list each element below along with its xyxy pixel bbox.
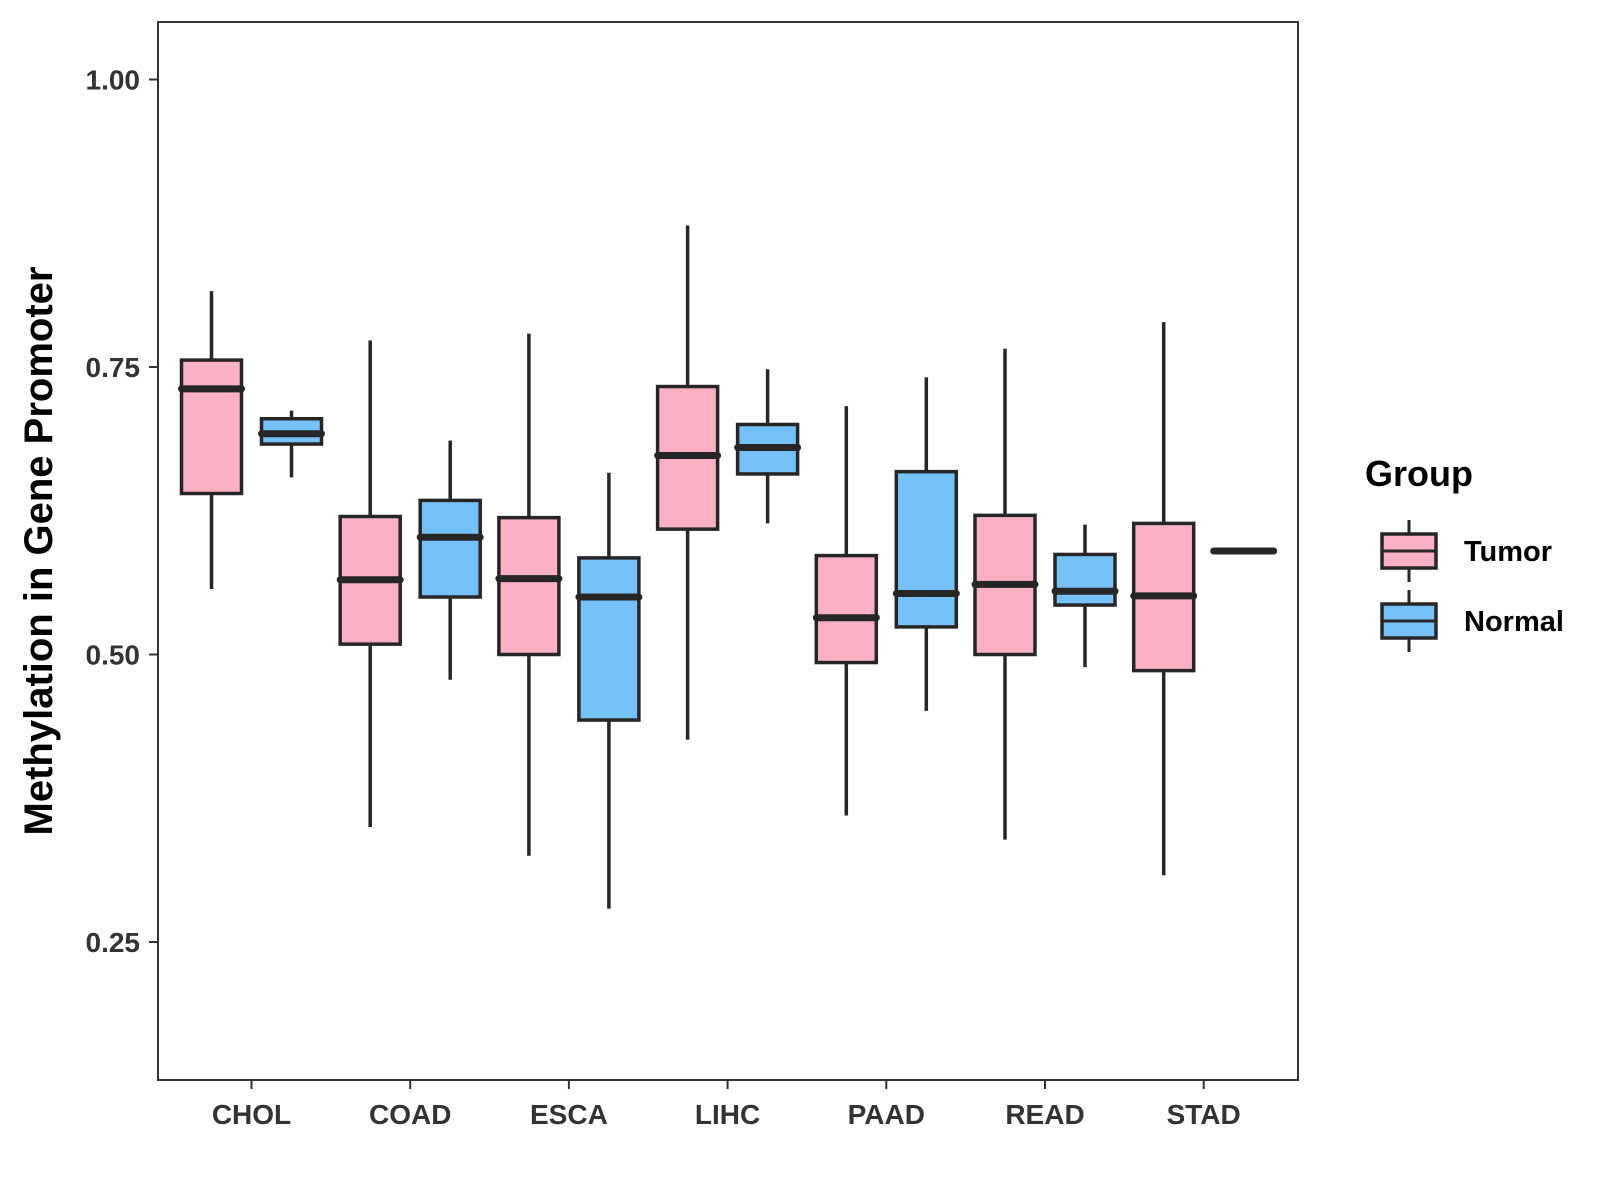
y-tick-label: 0.25 [86, 927, 141, 958]
x-tick-label-read: READ [1005, 1099, 1084, 1130]
y-tick-label: 0.75 [86, 352, 141, 383]
box-tumor-paad [812, 406, 880, 816]
box-normal-lihc [734, 369, 802, 524]
box-tumor-coad [336, 340, 404, 827]
legend: Group Tumor Normal [1365, 453, 1564, 652]
x-tick-label-paad: PAAD [848, 1099, 925, 1130]
legend-title: Group [1365, 453, 1473, 494]
box-iqr [577, 556, 641, 722]
y-tick-label: 0.50 [86, 640, 141, 671]
legend-item-normal: Normal [1380, 590, 1564, 652]
box-iqr [894, 469, 959, 629]
box-tumor-read [971, 348, 1039, 840]
box-iqr [814, 553, 879, 665]
box-normal-paad [892, 377, 960, 711]
box-iqr [497, 515, 561, 657]
box-normal-esca [575, 472, 643, 909]
box-tumor-esca [495, 333, 563, 856]
box-tumor-stad [1130, 322, 1198, 876]
box-iqr [418, 498, 482, 599]
box-iqr [179, 358, 244, 496]
y-axis-title: Methylation in Gene Promoter [17, 267, 61, 836]
legend-label: Tumor [1464, 536, 1552, 568]
x-tick-label-coad: COAD [369, 1099, 451, 1130]
box-tumor-lihc [654, 225, 722, 740]
panel-border [157, 21, 1299, 1081]
box-normal-coad [416, 440, 484, 680]
box-iqr [1053, 552, 1117, 607]
x-tick-label-esca: ESCA [530, 1099, 608, 1130]
x-tick-label-stad: STAD [1167, 1099, 1241, 1130]
y-tick-label: 1.00 [86, 65, 141, 96]
x-axis: CHOL COAD ESCA LIHC PAAD READ STAD [212, 1080, 1241, 1130]
box-tumor-chol [178, 291, 245, 589]
box-layer [178, 225, 1278, 909]
legend-label: Normal [1464, 606, 1564, 638]
legend-item-tumor: Tumor [1380, 520, 1552, 582]
box-normal-chol [258, 410, 325, 478]
x-tick-label-chol: CHOL [212, 1099, 291, 1130]
x-tick-label-lihc: LIHC [695, 1099, 760, 1130]
y-axis: 0.25 0.50 0.75 1.00 [86, 65, 158, 958]
box-normal-read [1051, 524, 1119, 668]
